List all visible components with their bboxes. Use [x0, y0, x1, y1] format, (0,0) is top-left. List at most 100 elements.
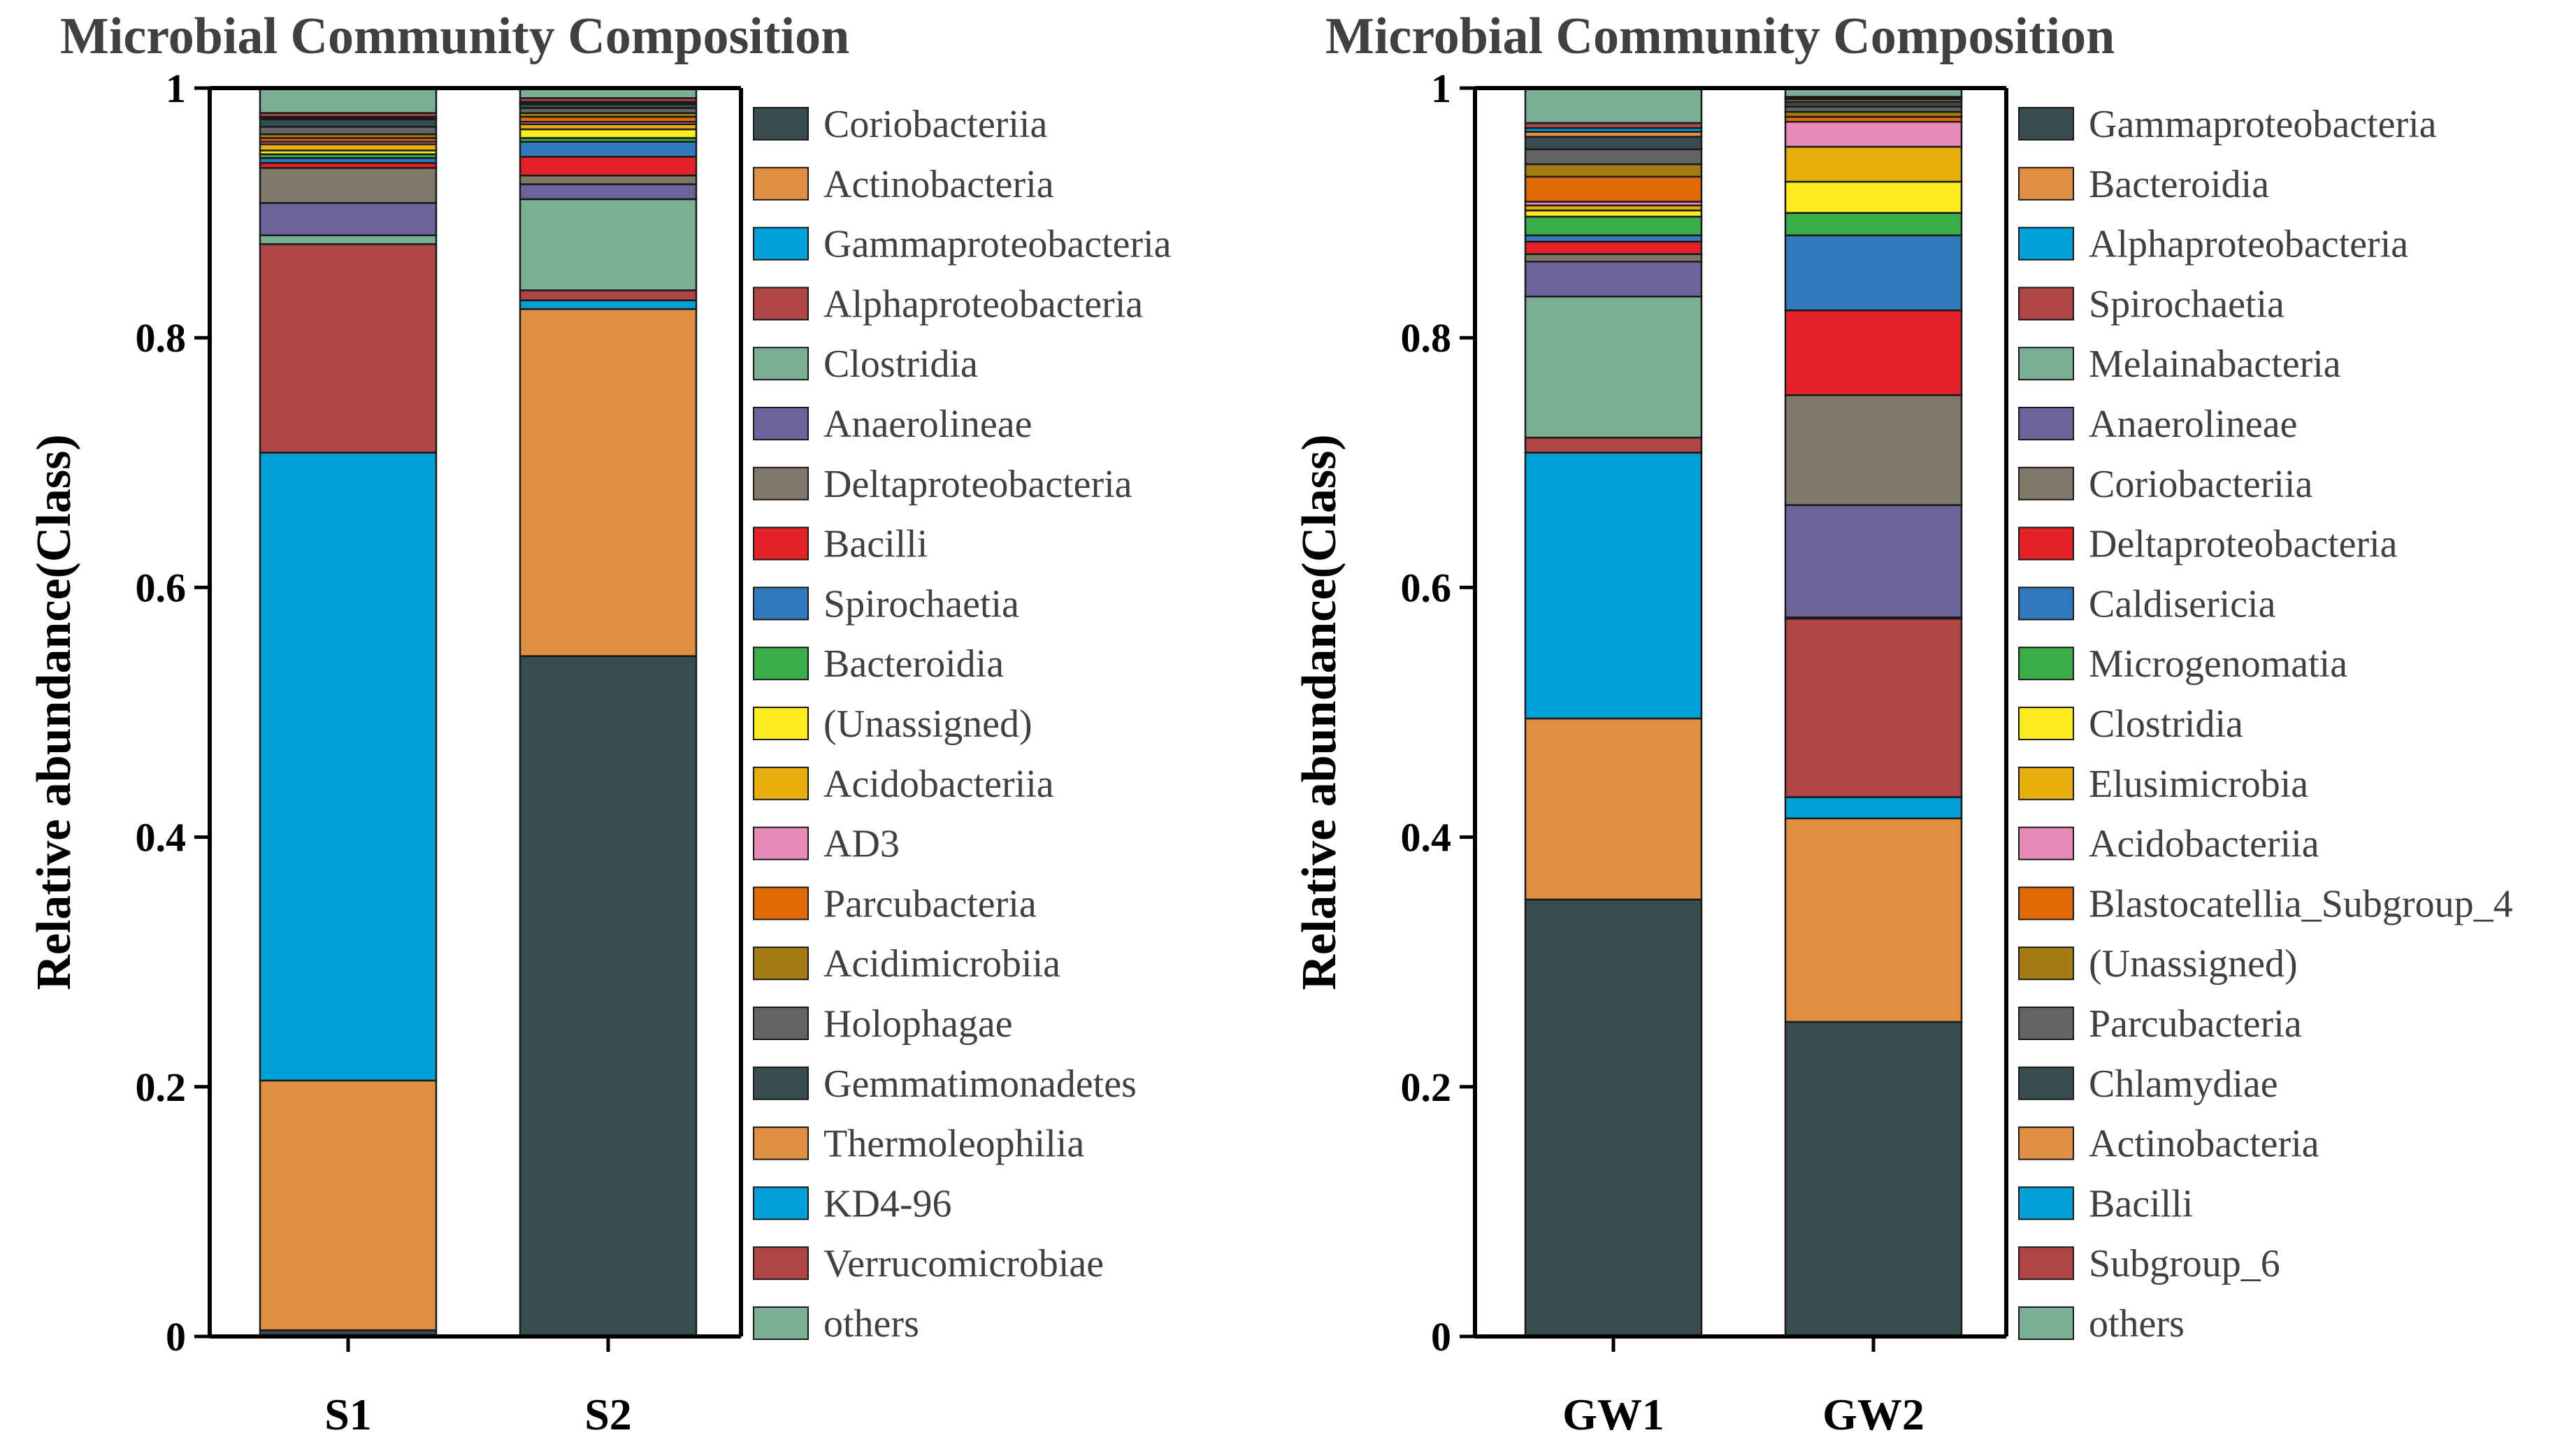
legend-swatch [2018, 766, 2074, 800]
legend-swatch [2018, 1306, 2074, 1340]
legend-swatch [2018, 1066, 2074, 1100]
legend-swatch [2018, 166, 2074, 201]
legend-swatch [753, 407, 809, 440]
y-tick-label: 1 [1431, 66, 1451, 111]
bar-segment-S2-Gammaproteobacteria [519, 299, 698, 310]
legend-entry-label: Elusimicrobia [2089, 763, 2308, 806]
legend-entry-label: Melainabacteria [2089, 343, 2341, 386]
legend-entry-label: Gammaproteobacteria [823, 223, 1172, 266]
legend-swatch [753, 1007, 809, 1040]
legend-swatch [753, 166, 809, 201]
bar-segment-GW2-Coriobacteriia [1784, 394, 1963, 506]
y-tick-label: 0.2 [136, 1065, 187, 1110]
legend-entry-label: Alphaproteobacteria [823, 282, 1143, 326]
legend-entry-label: Parcubacteria [2089, 1002, 2302, 1046]
legend-swatch [2018, 586, 2074, 621]
legend-swatch [753, 466, 809, 500]
legend-entry-label: Verrucomicrobiae [823, 1242, 1104, 1285]
legend-entry-label: Chlamydiae [2089, 1062, 2278, 1106]
legend-swatch [753, 1126, 809, 1160]
y-tick-label: 0.8 [1401, 315, 1452, 361]
y-axis-label: Relative abundance(Class) [1293, 434, 1346, 990]
legend-swatch [753, 1186, 809, 1220]
legend-swatch [2018, 407, 2074, 440]
bar-segment-S2-Anaerolineae [519, 183, 698, 201]
bar-segment-S1-Gemmatimonadetes [259, 118, 438, 128]
legend-swatch [2018, 707, 2074, 740]
legend: Gammaproteobacteria Bacteroidia Alphaprote… [2018, 103, 2513, 1346]
legend-entry-label: Holophagae [823, 1002, 1013, 1046]
bar-segment-S1-Acidobacteriia [259, 143, 438, 152]
bar-segment-GW1-Chlamydiae [1524, 136, 1703, 150]
x-tick-label: GW2 [1822, 1390, 1924, 1439]
legend-swatch [753, 707, 809, 740]
y-tick-label: 0.4 [136, 815, 187, 860]
legend-entry-label: Blastocatellia_Subgroup_4 [2089, 882, 2513, 925]
legend-entry-label: Anaerolineae [823, 403, 1032, 446]
y-tick-label: 0.4 [1401, 815, 1452, 860]
bar-segment-GW1-Gammaproteobacteria [1524, 898, 1703, 1338]
legend-entry-label: Microgenomatia [2089, 642, 2347, 686]
chart-panel-2: Microbial Community Composition Relative … [1293, 8, 2513, 1439]
bar-segment-GW1-Coriobacteriia [1524, 253, 1703, 263]
legend-swatch [2018, 287, 2074, 321]
bar-segment-S2-Spirochaetia [519, 140, 698, 158]
bar-segment-S2-Clostridia [519, 198, 698, 291]
bar-segment-GW1-Blastocatellia_Subgroup_4 [1524, 175, 1703, 203]
bar-segment-S2-(Unassigned) [519, 128, 698, 139]
bar-segment-GW1-Anaerolineae [1524, 261, 1703, 298]
chart-panel-1: Microbial Community Composition Relative … [27, 8, 1172, 1439]
legend-swatch [2018, 1246, 2074, 1281]
bar-segment-S1-Deltaproteobacteria [259, 167, 438, 204]
legend-entry-label: Alphaproteobacteria [2089, 223, 2408, 266]
bar-segment-S1-Clostridia [259, 234, 438, 245]
bar-segment-GW1-others [1524, 87, 1703, 124]
bar-segment-GW1-Bacteroidia [1524, 717, 1703, 901]
legend-swatch [753, 647, 809, 681]
legend-swatch [753, 886, 809, 921]
legend-swatch [753, 1066, 809, 1100]
bar-segment-GW1-Spirochaetia [1524, 436, 1703, 454]
legend-entry-label: others [823, 1302, 919, 1346]
legend-entry-label: KD4-96 [823, 1182, 952, 1225]
legend: Coriobacteriia Actinobacteria Gammaproteob… [753, 103, 1172, 1346]
bar-segment-GW1-Clostridia [1524, 209, 1703, 218]
bar-segment-GW2-Clostridia [1784, 180, 1963, 214]
legend-entry-label: Subgroup_6 [2089, 1242, 2280, 1285]
legend-entry-label: Bacteroidia [823, 642, 1004, 686]
bar-segment-S1-Actinobacteria [259, 1079, 438, 1332]
legend-swatch [2018, 226, 2074, 261]
bar-segment-GW2-Anaerolineae [1784, 504, 1963, 619]
legend-entry-label: Caldisericia [2089, 582, 2276, 626]
bar-segment-GW1-(Unassigned) [1524, 163, 1703, 178]
bar-segment-S2-Actinobacteria [519, 308, 698, 657]
bar-segment-GW1-Parcubacteria [1524, 148, 1703, 166]
legend-swatch [2018, 826, 2074, 860]
legend-entry-label: Gammaproteobacteria [2089, 103, 2437, 146]
legend-entry-label: Spirochaetia [2089, 282, 2284, 326]
legend-entry-label: AD3 [823, 823, 900, 866]
bar-segment-GW1-Deltaproteobacteria [1524, 240, 1703, 255]
legend-swatch [753, 347, 809, 381]
legend-entry-label: Parcubacteria [823, 882, 1037, 925]
legend-entry-label: Thermoleophilia [823, 1123, 1084, 1166]
legend-swatch [2018, 946, 2074, 981]
legend-entry-label: Gemmatimonadetes [823, 1062, 1137, 1106]
bar-segment-GW2-Bacteroidia [1784, 817, 1963, 1023]
legend-swatch [2018, 347, 2074, 381]
legend-swatch [2018, 647, 2074, 681]
chart-title: Microbial Community Composition [60, 8, 849, 65]
legend-swatch [753, 287, 809, 321]
legend-swatch [753, 107, 809, 140]
legend-entry-label: Actinobacteria [823, 163, 1054, 206]
legend-entry-label: Coriobacteriia [823, 103, 1047, 146]
legend-swatch [2018, 526, 2074, 561]
legend-entry-label: Clostridia [823, 343, 978, 386]
x-tick-label: S2 [584, 1390, 632, 1439]
bar-segment-S1-Gammaproteobacteria [259, 452, 438, 1082]
bar-segment-S2-Deltaproteobacteria [519, 174, 698, 185]
y-axis-label: Relative abundance(Class) [27, 434, 81, 990]
bar-segment-GW2-Microgenomatia [1784, 212, 1963, 236]
legend-swatch [753, 1306, 809, 1340]
